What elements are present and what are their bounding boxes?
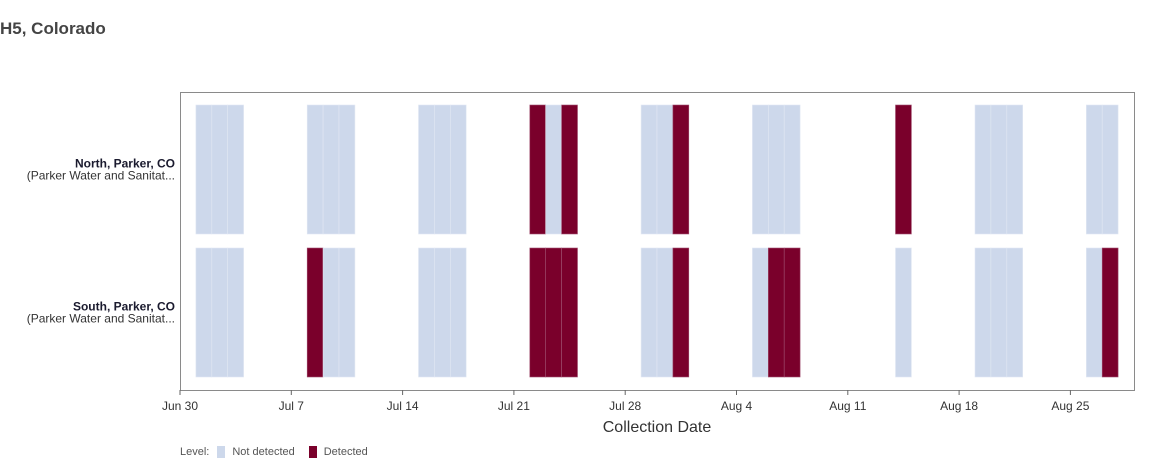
heatmap-cell[interactable] [211,104,229,235]
x-tick-label: Jul 28 [609,399,641,413]
heatmap-cell[interactable] [561,104,578,235]
heatmap-chart: North, Parker, CO(Parker Water and Sanit… [27,92,1135,436]
heatmap-cell[interactable] [672,104,690,235]
x-axis-title: Collection Date [603,419,712,436]
heatmap-cell[interactable] [211,247,229,378]
row-label-name: South, Parker, CO [73,300,175,314]
heatmap-cell[interactable] [418,104,435,235]
heatmap-cell[interactable] [227,104,244,235]
heatmap-cell[interactable] [338,104,356,235]
row-label-name: North, Parker, CO [75,157,175,171]
legend-item-not-detected[interactable]: Not detected [209,446,295,458]
heatmap-cell[interactable] [1086,104,1103,235]
x-tick-label: Aug 4 [721,399,753,413]
heatmap-cell[interactable] [338,247,356,378]
x-axis: Jun 30 Jul 7 Jul 14 Jul 21 Jul 28 Aug 4 Aug 11… [162,390,1090,413]
heatmap-cell[interactable] [449,104,467,235]
heatmap-cell[interactable] [895,247,912,378]
legend-swatch-detected [308,446,317,458]
heatmap-cell[interactable] [195,247,213,378]
heatmap-cell[interactable] [783,247,801,378]
heatmap-cell[interactable] [322,247,340,378]
heatmap-cell[interactable] [418,247,435,378]
row-label-subtitle: (Parker Water and Sanitat... [27,312,175,326]
heatmap-cell[interactable] [529,104,546,235]
row-labels: North, Parker, CO(Parker Water and Sanit… [27,157,175,326]
x-tick-label: Jul 21 [498,399,530,413]
heatmap-cell[interactable] [974,247,992,378]
legend-title: Level: [180,446,210,458]
heatmap-cell[interactable] [656,104,674,235]
x-tick-label: Aug 11 [829,399,866,413]
heatmap-cell[interactable] [322,104,340,235]
heatmap-cell[interactable] [640,104,658,235]
heatmap-cell[interactable] [895,104,912,235]
chart-title: H5, Colorado [0,19,106,38]
heatmap-cell[interactable] [672,247,690,378]
heatmap-cell[interactable] [752,247,769,378]
heatmap-cell[interactable] [434,104,451,235]
heatmap-cell[interactable] [1006,247,1023,378]
heatmap-cell[interactable] [227,247,244,378]
x-tick-label: Aug 25 [1051,399,1089,413]
plot-frame [180,92,1135,391]
heatmap-cell[interactable] [656,247,674,378]
x-tick-label: Jul 14 [387,399,419,413]
heatmap-cell[interactable] [767,104,785,235]
legend-item-detected[interactable]: Detected [301,446,368,458]
legend-swatch-not-detected [217,446,226,458]
heatmap-cell[interactable] [545,104,562,235]
heatmap-cells [195,104,1119,378]
heatmap-cell[interactable] [195,104,213,235]
heatmap-cell[interactable] [1086,247,1103,378]
heatmap-cell[interactable] [545,247,562,378]
heatmap-cell[interactable] [640,247,658,378]
heatmap-cell[interactable] [767,247,785,378]
heatmap-cell[interactable] [1101,104,1119,235]
row-label-subtitle: (Parker Water and Sanitat... [27,169,175,183]
heatmap-cell[interactable] [561,247,578,378]
heatmap-cell[interactable] [752,104,769,235]
heatmap-cell[interactable] [783,104,801,235]
heatmap-cell[interactable] [434,247,451,378]
heatmap-cell[interactable] [529,247,546,378]
heatmap-cell[interactable] [1101,247,1119,378]
legend: Level: Not detected Detected [180,446,374,458]
heatmap-cell[interactable] [990,104,1008,235]
heatmap-cell[interactable] [449,247,467,378]
heatmap-cell[interactable] [974,104,992,235]
legend-label-not-detected: Not detected [232,446,295,458]
heatmap-cell[interactable] [306,247,324,378]
x-tick-label: Aug 18 [940,399,978,413]
legend-label-detected: Detected [323,446,368,458]
heatmap-cell[interactable] [990,247,1008,378]
heatmap-cell[interactable] [306,104,324,235]
heatmap-cell[interactable] [1006,104,1023,235]
x-tick-label: Jul 7 [279,399,305,413]
x-tick-label: Jun 30 [162,399,198,413]
